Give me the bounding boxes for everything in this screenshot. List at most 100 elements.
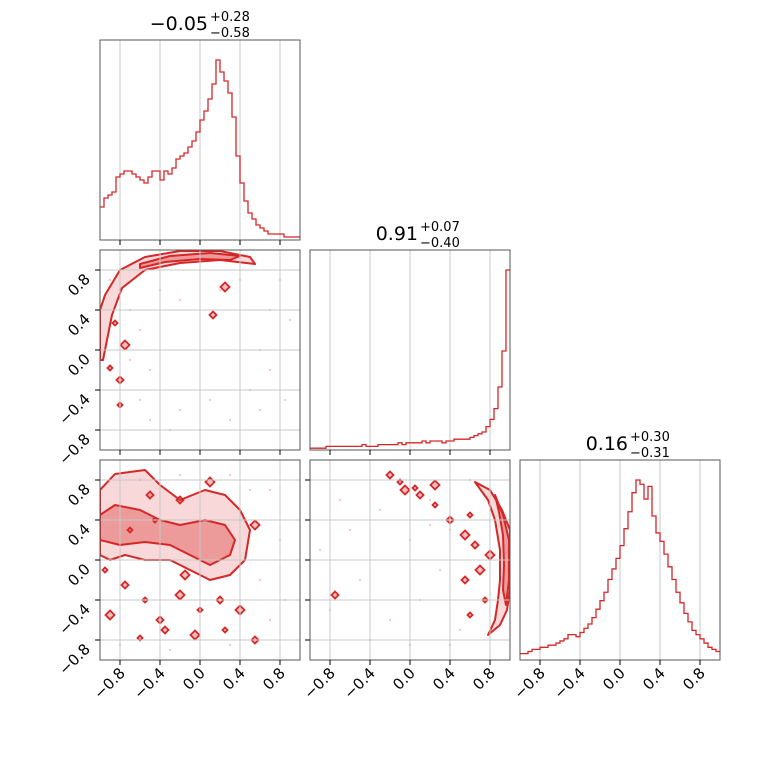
contour-island — [208, 310, 218, 320]
contour-island — [174, 589, 186, 601]
contour-island — [106, 364, 114, 372]
contour-island — [385, 470, 395, 480]
contour-island — [101, 566, 109, 574]
panel-2-3-marks — [318, 470, 510, 647]
contour-island — [429, 479, 441, 491]
scatter-point — [438, 568, 442, 572]
contour-island — [119, 339, 131, 351]
y-tick-label: −0.4 — [55, 390, 93, 428]
scatter-point — [228, 473, 232, 477]
scatter-point — [258, 408, 262, 412]
y-tick-label: 0.8 — [64, 480, 94, 510]
contour-island — [411, 484, 419, 492]
scatter-point — [268, 368, 272, 372]
scatter-point — [178, 408, 182, 412]
title-minus: −0.40 — [420, 236, 460, 251]
contour-island — [175, 495, 185, 505]
scatter-point — [148, 368, 152, 372]
scatter-point — [128, 358, 132, 362]
x-tick-label: 0.8 — [469, 664, 499, 694]
panel-1-3-marks — [100, 469, 287, 652]
panel-1-2-marks — [100, 250, 292, 432]
scatter-point — [378, 508, 382, 512]
contour-island — [415, 490, 425, 500]
scatter-point — [348, 528, 352, 532]
scatter-point — [258, 578, 262, 582]
y-tick-label: 0.8 — [64, 270, 94, 300]
x-tick-label: −0.4 — [130, 664, 168, 702]
scatter-point — [338, 498, 342, 502]
contour-island — [431, 501, 439, 509]
contour-island — [204, 476, 216, 488]
x-tick-label: 0.0 — [179, 664, 209, 694]
contour-island — [466, 611, 474, 619]
contour-island — [470, 540, 480, 550]
contour-island — [126, 526, 134, 534]
scatter-point — [288, 318, 292, 322]
contour-island — [474, 564, 486, 576]
scatter-point — [268, 488, 272, 492]
y-tick-label: −0.4 — [55, 600, 93, 638]
x-tick-label: 0.0 — [599, 664, 629, 694]
title-minus: −0.31 — [630, 446, 670, 461]
title-median: 0.16 — [586, 433, 628, 455]
title-plus: +0.30 — [630, 430, 670, 445]
x-tick-label: 0.4 — [639, 664, 669, 694]
contour-island — [145, 490, 155, 500]
x-tick-label: 0.4 — [429, 664, 459, 694]
param-title-3: 0.16 +0.30−0.31 — [586, 430, 670, 461]
scatter-point — [283, 398, 287, 402]
contour-island — [330, 590, 340, 600]
scatter-point — [268, 618, 272, 622]
x-tick-label: −0.8 — [300, 664, 338, 702]
scatter-point — [138, 398, 142, 402]
param-title-1: −0.05 +0.28−0.58 — [150, 10, 250, 41]
title-median: −0.05 — [150, 13, 208, 35]
contour-inner — [494, 494, 510, 606]
title-median: 0.91 — [376, 223, 418, 245]
title-minus: −0.58 — [210, 26, 250, 41]
scatter-point — [138, 328, 142, 332]
contour-island — [460, 575, 470, 585]
scatter-point — [168, 648, 172, 652]
x-tick-label: 0.4 — [219, 664, 249, 694]
y-tick-label: 0.4 — [64, 310, 94, 340]
y-tick-label: −0.8 — [55, 640, 93, 678]
scatter-point — [458, 628, 462, 632]
histogram-1 — [100, 59, 300, 238]
x-tick-label: −0.4 — [340, 664, 378, 702]
scatter-point — [358, 578, 362, 582]
contour-island — [189, 629, 201, 641]
scatter-point — [148, 418, 152, 422]
contour-island — [219, 281, 231, 293]
histogram-2 — [310, 269, 510, 449]
contour-island — [160, 625, 170, 635]
scatter-point — [208, 398, 212, 402]
scatter-point — [428, 498, 432, 502]
contour-island — [221, 626, 229, 634]
y-tick-label: 0.4 — [64, 520, 94, 550]
scatter-point — [318, 548, 322, 552]
histogram-3 — [520, 479, 720, 655]
scatter-point — [228, 418, 232, 422]
contour-island — [104, 609, 116, 621]
scatter-point — [388, 618, 392, 622]
contour-inner — [139, 252, 241, 269]
scatter-point — [248, 488, 252, 492]
y-tick-label: 0.0 — [64, 350, 94, 380]
x-tick-label: 0.0 — [389, 664, 419, 694]
contour-island — [179, 569, 191, 581]
scatter-point — [428, 523, 432, 527]
scatter-point — [178, 473, 182, 477]
x-tick-label: 0.8 — [679, 664, 709, 694]
x-tick-label: −0.8 — [90, 664, 128, 702]
contour-island — [459, 529, 471, 541]
y-tick-label: −0.8 — [55, 430, 93, 468]
x-tick-label: 0.8 — [259, 664, 289, 694]
title-plus: +0.28 — [210, 10, 250, 25]
scatter-point — [228, 643, 232, 647]
scatter-point — [218, 288, 222, 292]
contour-island — [399, 484, 411, 496]
x-tick-label: −0.8 — [510, 664, 548, 702]
